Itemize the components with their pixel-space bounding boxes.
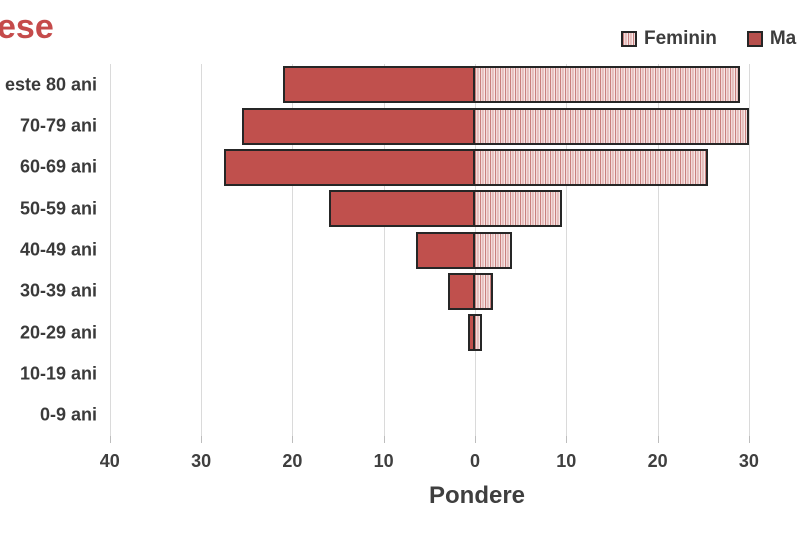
axis-tickmark [566,436,568,443]
x-axis-title: Pondere [428,482,526,509]
bar-feminin-4 [473,231,512,269]
x-tick-label: 0 [469,451,481,471]
axis-tickmark [383,436,385,443]
gridline [109,64,111,436]
legend: Feminin Ma [621,28,796,50]
x-tick-label: 20 [647,451,668,471]
bar-masculin-0 [283,66,475,104]
x-tick-label: 10 [556,451,577,471]
axis-tickmark [109,436,111,443]
x-tick-label: 10 [373,451,394,471]
axis-tickmark [748,436,750,443]
x-tick-label: 40 [99,451,120,471]
bar-feminin-6 [473,314,483,352]
chart-title: ese [0,8,54,46]
gridline [383,64,385,436]
bar-feminin-2 [473,148,708,186]
gridline [292,64,294,436]
bar-masculin-4 [415,231,475,269]
bar-masculin-3 [328,190,475,228]
y-category-label: 70-79 ani [19,115,97,136]
gridline [566,64,568,436]
y-category-label: este 80 ani [4,74,97,95]
legend-item-feminin: Feminin [621,28,717,50]
bar-masculin-2 [223,148,475,186]
bar-feminin-1 [473,107,749,145]
axis-tickmark [292,436,294,443]
legend-label-feminin: Feminin [644,28,717,49]
axis-tickmark [475,436,476,443]
gridline [657,64,659,436]
legend-swatch-feminin-icon [621,31,637,47]
x-tick-label: 20 [282,451,303,471]
legend-label-masculin: Ma [769,28,797,49]
y-category-label: 40-49 ani [19,239,97,260]
bar-masculin-1 [242,107,475,145]
axis-tickmark [201,436,203,443]
y-category-label: 50-59 ani [19,198,97,219]
bar-masculin-5 [447,272,475,310]
bar-feminin-3 [473,190,562,228]
gridline [201,64,203,436]
legend-item-masculin: Ma [746,28,797,50]
y-category-label: 20-29 ani [19,322,97,343]
bar-feminin-5 [473,272,494,310]
gridline [748,64,750,436]
y-category-label: 10-19 ani [19,363,97,384]
y-category-label: 0-9 ani [39,404,97,425]
y-category-label: 30-39 ani [19,280,97,301]
x-tick-label: 30 [191,451,212,471]
x-tick-label: 30 [738,451,759,471]
y-category-label: 60-69 ani [19,156,97,177]
axis-tickmark [657,436,659,443]
bar-feminin-0 [473,66,740,104]
legend-swatch-masculin-icon [746,31,763,47]
